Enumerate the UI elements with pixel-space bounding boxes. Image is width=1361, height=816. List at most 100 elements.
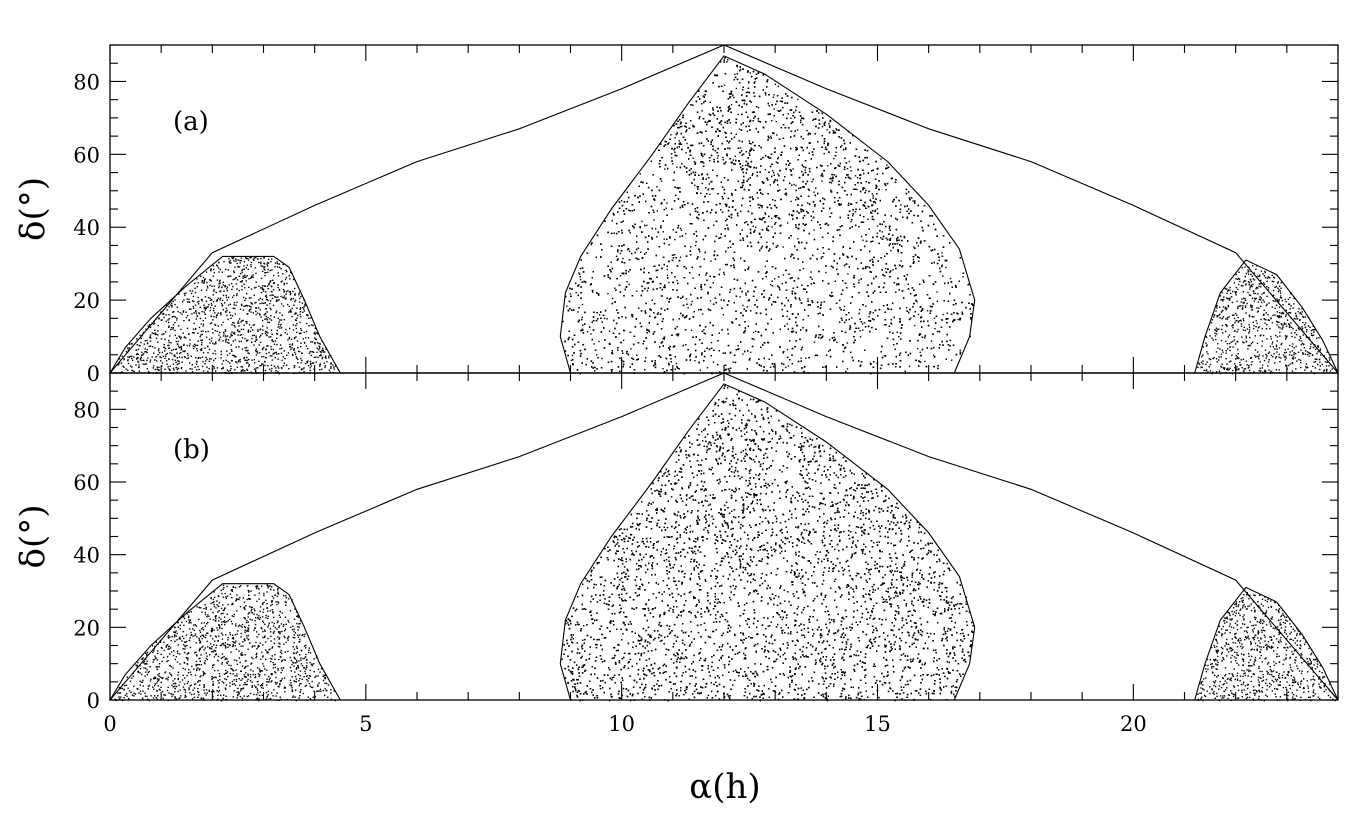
data-point <box>252 312 255 314</box>
data-point <box>283 362 286 364</box>
data-point <box>662 368 664 370</box>
data-point <box>233 278 236 280</box>
data-point <box>290 311 292 313</box>
data-point <box>283 296 285 299</box>
data-point <box>196 278 198 280</box>
data-point <box>271 297 274 300</box>
data-point <box>271 355 273 357</box>
data-point <box>330 363 332 365</box>
data-point <box>172 348 175 351</box>
data-point <box>318 342 320 345</box>
data-point <box>149 326 152 328</box>
data-point <box>315 332 318 334</box>
data-point <box>241 320 243 322</box>
data-point <box>163 344 165 346</box>
data-point <box>224 330 227 332</box>
data-point <box>227 341 229 344</box>
data-point <box>238 331 240 333</box>
data-point <box>820 337 822 339</box>
data-point <box>184 294 186 297</box>
data-point <box>218 285 221 287</box>
data-point <box>304 303 306 305</box>
data-point <box>835 128 837 130</box>
data-point <box>294 293 296 295</box>
data-point <box>260 277 263 279</box>
data-point <box>202 352 205 354</box>
data-point <box>216 367 219 369</box>
data-point <box>203 280 206 283</box>
data-point <box>155 356 157 358</box>
data-point <box>233 294 235 297</box>
data-point <box>859 330 861 332</box>
data-point <box>261 333 264 335</box>
data-point <box>168 344 170 346</box>
data-point <box>250 265 252 268</box>
data-point <box>211 337 213 339</box>
data-point <box>198 312 200 314</box>
data-point <box>250 326 252 329</box>
data-point <box>176 371 178 373</box>
data-point <box>210 340 213 342</box>
data-point <box>257 330 259 332</box>
data-point <box>300 345 302 348</box>
data-point <box>218 334 220 336</box>
data-point <box>209 309 211 312</box>
data-point <box>243 356 246 359</box>
data-point <box>262 302 265 305</box>
data-point <box>248 278 250 280</box>
data-point <box>139 345 141 347</box>
data-point <box>232 354 234 356</box>
data-point <box>151 356 153 358</box>
data-point <box>243 276 246 278</box>
data-point <box>213 285 216 287</box>
data-point <box>215 370 217 372</box>
data-point <box>282 263 284 266</box>
data-point <box>912 200 914 202</box>
data-point <box>192 305 194 308</box>
data-point <box>193 300 195 303</box>
data-point <box>218 338 221 340</box>
data-point <box>276 263 279 265</box>
data-point <box>298 350 301 353</box>
data-point <box>265 272 267 274</box>
data-point <box>277 272 279 274</box>
data-point <box>195 312 198 315</box>
data-point <box>206 366 208 368</box>
data-point <box>172 326 174 329</box>
data-point <box>189 343 191 345</box>
data-point <box>792 168 794 170</box>
data-point <box>235 346 237 348</box>
data-point <box>187 301 189 303</box>
data-point <box>250 264 252 266</box>
data-point <box>793 183 795 186</box>
data-point <box>319 363 321 366</box>
data-point <box>233 302 236 304</box>
data-point <box>164 355 167 357</box>
data-point <box>299 301 301 303</box>
data-point <box>224 335 227 337</box>
data-point <box>278 289 281 291</box>
data-point <box>260 316 262 318</box>
data-point <box>238 266 241 268</box>
data-point <box>225 311 227 313</box>
data-point <box>862 239 864 241</box>
data-point <box>742 304 744 307</box>
data-point <box>195 360 198 363</box>
data-point <box>131 366 133 368</box>
data-point <box>160 319 162 321</box>
data-point <box>206 306 208 308</box>
data-point <box>279 348 281 350</box>
data-point <box>212 342 214 345</box>
data-point <box>773 108 775 110</box>
data-point <box>750 101 753 103</box>
data-point <box>775 161 777 163</box>
data-point <box>660 225 662 227</box>
data-point <box>174 359 177 361</box>
data-point <box>143 343 145 345</box>
data-point <box>191 371 194 373</box>
data-point <box>281 347 283 349</box>
data-point <box>165 314 167 316</box>
data-point <box>287 352 290 354</box>
data-point <box>271 359 273 361</box>
data-point <box>298 293 300 296</box>
